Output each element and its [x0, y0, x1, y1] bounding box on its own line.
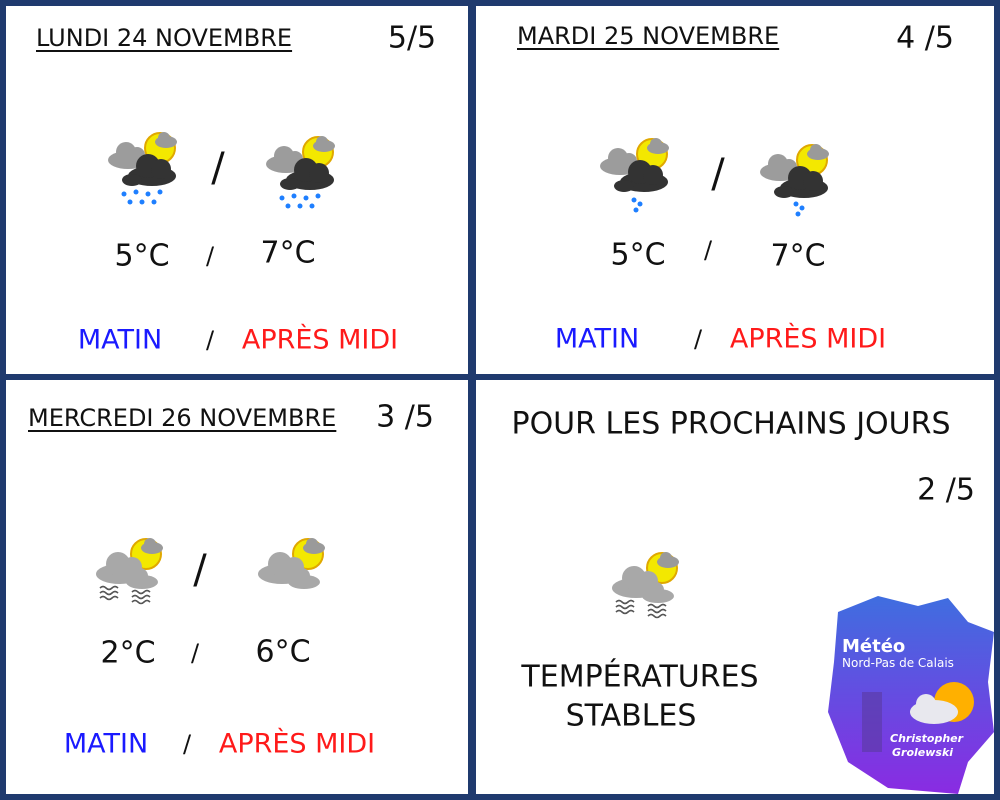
rating: 5/5 — [387, 20, 437, 56]
separator: / — [693, 325, 703, 353]
outlook-title: POUR LES PROCHAINS JOURS — [511, 406, 951, 442]
weather-icon — [96, 538, 163, 605]
separator: / — [205, 242, 215, 270]
afternoon-label: APRÈS MIDI — [218, 728, 376, 760]
logo-title: Météo — [842, 636, 906, 657]
day-title: MARDI 25 NOVEMBRE — [517, 22, 780, 50]
temperature: 7°C — [260, 235, 316, 271]
day-title: MERCREDI 26 NOVEMBRE — [28, 404, 337, 432]
temperature: 5°C — [114, 238, 170, 274]
outlook-text: TEMPÉRATURES — [521, 659, 759, 695]
day-title: LUNDI 24 NOVEMBRE — [36, 24, 293, 52]
separator: / — [193, 547, 207, 593]
logo-map — [828, 596, 994, 794]
separator: / — [711, 151, 725, 197]
weather-icon — [612, 552, 679, 619]
panel — [6, 380, 468, 794]
rating: 4 /5 — [896, 20, 954, 56]
weather-icon — [108, 132, 177, 205]
outlook-text: STABLES — [565, 698, 697, 734]
panel — [476, 6, 994, 374]
afternoon-label: APRÈS MIDI — [241, 324, 399, 356]
logo-author: Christopher — [890, 732, 964, 745]
logo-region: Nord-Pas de Calais — [842, 656, 954, 670]
weather-icon — [600, 138, 669, 213]
separator: / — [182, 730, 192, 758]
rating: 2 /5 — [917, 472, 975, 508]
weather-icon — [760, 144, 829, 217]
temperature: 6°C — [255, 634, 311, 670]
rating: 3 /5 — [376, 399, 434, 435]
separator: / — [205, 326, 215, 354]
temperature: 5°C — [610, 237, 666, 273]
afternoon-label: APRÈS MIDI — [729, 323, 887, 355]
morning-label: MATIN — [554, 323, 640, 355]
panel — [6, 6, 468, 374]
logo-author: Grolewski — [892, 746, 954, 759]
separator: / — [211, 145, 225, 191]
temperature: 2°C — [100, 635, 156, 671]
morning-label: MATIN — [77, 324, 163, 356]
separator: / — [190, 639, 200, 667]
morning-label: MATIN — [63, 728, 149, 760]
temperature: 7°C — [770, 238, 826, 274]
weather-icon — [258, 538, 325, 589]
weather-icon — [266, 136, 335, 209]
separator: / — [703, 236, 713, 264]
